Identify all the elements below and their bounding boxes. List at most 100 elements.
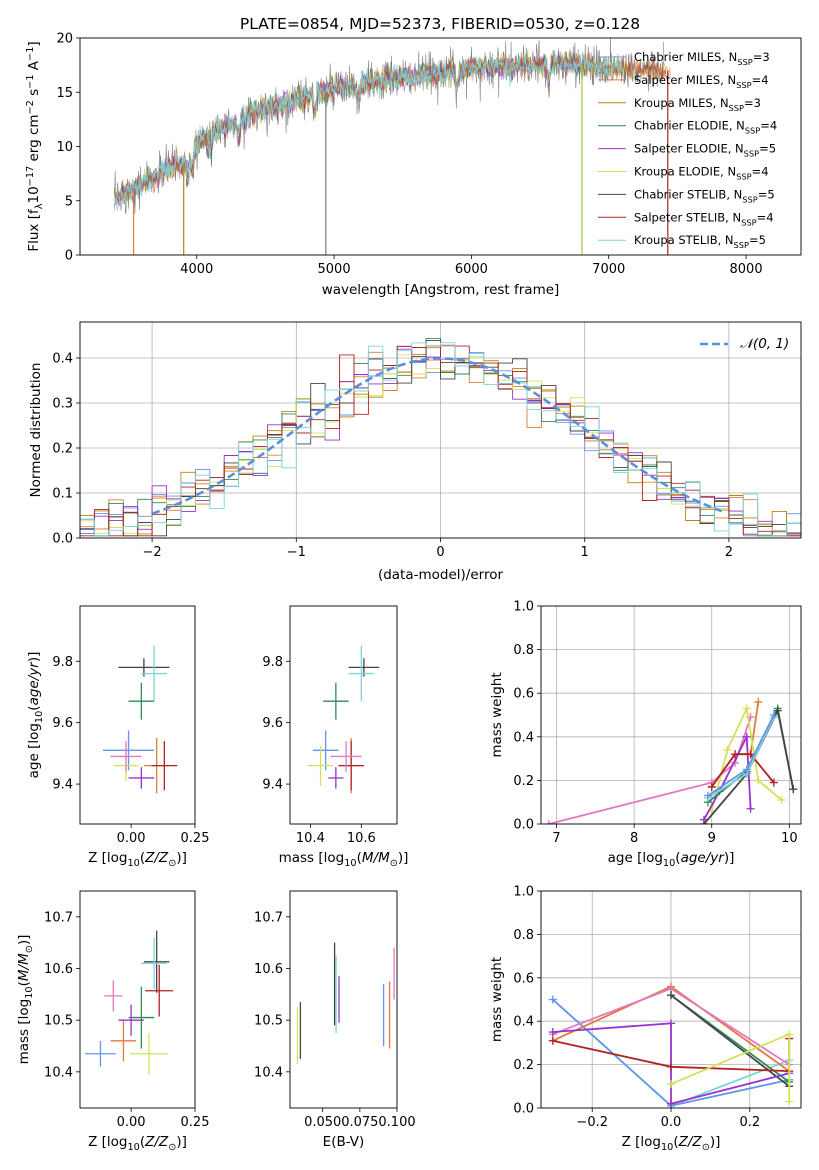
label-part: ( xyxy=(140,1134,145,1150)
mass-age-panel: 10.4 10.6 9.4 9.6 9.8 mass [log10(M/M⊙)] xyxy=(262,605,408,869)
label-part: Kroupa STELIB, N xyxy=(634,233,734,247)
label-part: ( xyxy=(16,981,32,986)
label-part: age [log xyxy=(608,850,663,866)
label-part: Z [log xyxy=(88,850,127,866)
x-tick-label: 0.2 xyxy=(739,1115,760,1130)
legend-entry: Salpeter MILES, NSSP=4 xyxy=(634,73,769,90)
plot-area xyxy=(307,645,380,794)
plot-area xyxy=(541,606,801,824)
x-tick-label: 8 xyxy=(630,831,638,846)
label-part: age/yr xyxy=(681,850,726,866)
legend-entry: Kroupa MILES, NSSP=3 xyxy=(634,96,761,113)
axes-frame xyxy=(289,890,398,1109)
weight-marker xyxy=(707,782,716,791)
weight-marker xyxy=(731,750,740,759)
weight-marker xyxy=(723,745,732,754)
label-part: ⊙ xyxy=(168,1142,176,1153)
y-tick-label: 10.6 xyxy=(254,962,283,977)
legend-entry: Kroupa ELODIE, NSSP=4 xyxy=(634,165,769,182)
label-part: ⊙ xyxy=(168,858,176,869)
x-tick-label: 0.050 xyxy=(304,1115,341,1130)
weight-marker xyxy=(785,1097,794,1106)
model-spectrum-kroupa-stelib xyxy=(113,51,623,211)
label-part: ] xyxy=(26,41,42,46)
label-part: SSP xyxy=(742,194,757,204)
x-tick-label: 7 xyxy=(552,831,560,846)
ticks: −2 −1 0 1 2 0.0 0.1 0.2 0.3 0.4 xyxy=(52,352,733,561)
weight-marker xyxy=(667,1062,675,1071)
y-tick-label: 0.4 xyxy=(52,352,73,367)
label-part: ⊙ xyxy=(24,945,35,953)
axes-frame xyxy=(79,605,196,825)
label-part: M/M xyxy=(16,953,32,981)
label-part: s xyxy=(26,89,42,100)
weight-marker xyxy=(548,995,557,1004)
label-part: =4 xyxy=(752,73,769,87)
x-tick-label: 5000 xyxy=(318,262,351,277)
label-part: Z/Z xyxy=(144,850,169,866)
label-part: A xyxy=(26,60,42,74)
ticks: 0.00 0.25 10.4 10.5 10.6 10.7 xyxy=(44,910,209,1130)
histogram-kroupa-stelib xyxy=(80,342,801,537)
x-tick-label: 1 xyxy=(581,545,589,560)
x-tick-label: 6000 xyxy=(455,262,488,277)
label-part: )] xyxy=(710,1134,721,1150)
x-axis-label: wavelength [Angstrom, rest frame] xyxy=(322,282,560,298)
weight-marker xyxy=(769,778,778,787)
legend-entry: Chabrier STELIB, NSSP=5 xyxy=(634,187,775,204)
label-part: −1 xyxy=(25,47,36,61)
y-tick-label: 0.0 xyxy=(52,532,73,547)
label-part: )] xyxy=(176,1134,187,1150)
weight-marker xyxy=(789,785,798,794)
x-tick-label: 9 xyxy=(708,831,716,846)
axes-frame xyxy=(540,605,802,825)
weight-marker xyxy=(667,1080,675,1089)
x-tick-label: 10.6 xyxy=(347,831,376,846)
weight-line-pink xyxy=(548,716,752,824)
label-part: )] xyxy=(176,850,187,866)
legend-entry: Salpeter STELIB, NSSP=4 xyxy=(634,210,774,227)
x-tick-label: 0.100 xyxy=(378,1115,415,1130)
y-tick-label: 9.6 xyxy=(262,716,283,731)
label-part: Salpeter MILES, N xyxy=(634,73,736,87)
y-axis-label: mass weight xyxy=(489,957,505,1042)
plot-area xyxy=(296,942,395,1065)
label-part: 10 xyxy=(344,858,356,869)
label-part: Chabrier MILES, N xyxy=(634,50,737,64)
x-axis-label: (data-model)/error xyxy=(378,567,504,583)
weight-marker xyxy=(548,1028,557,1037)
label-part: SSP xyxy=(744,149,759,159)
x-axis-label: E(B-V) xyxy=(323,1134,365,1150)
x-tick-label: 0.075 xyxy=(341,1115,378,1130)
label-part: ( xyxy=(675,850,680,866)
x-tick-label: −2 xyxy=(143,545,162,560)
axes-frame xyxy=(79,321,802,539)
y-tick-label: 0.8 xyxy=(513,928,534,943)
legend-entry: Salpeter ELODIE, NSSP=5 xyxy=(634,142,776,159)
legend-entry: Chabrier MILES, NSSP=3 xyxy=(634,50,770,67)
axes-frame xyxy=(540,890,802,1109)
label-part: =4 xyxy=(760,119,777,133)
weight-marker xyxy=(667,1099,675,1108)
label-part: Kroupa ELODIE, N xyxy=(634,165,736,179)
label-part: =5 xyxy=(758,187,775,201)
y-tick-label: 9.8 xyxy=(262,655,283,670)
x-tick-label: 7000 xyxy=(592,262,625,277)
label-part: 10 xyxy=(26,186,42,203)
label-part: ( xyxy=(673,1134,678,1150)
weight-marker xyxy=(742,765,751,774)
figure-title: PLATE=0854, MJD=52373, FIBERID=0530, z=0… xyxy=(240,15,640,33)
ticks: −0.2 0.0 0.2 0.0 0.2 0.4 0.6 0.8 1.0 xyxy=(513,885,760,1131)
weight-marker xyxy=(785,1030,794,1039)
weight-marker xyxy=(754,697,763,706)
weight-marker xyxy=(769,711,778,719)
weight-marker xyxy=(703,791,712,800)
label-part: )] xyxy=(26,652,42,663)
weight-marker xyxy=(773,706,782,715)
x-tick-label: 4000 xyxy=(180,262,213,277)
weight-line-salpeter-miles xyxy=(710,701,760,788)
ticks: 0.050 0.075 0.100 10.4 10.5 10.6 10.7 xyxy=(254,910,416,1130)
label-part: Salpeter ELODIE, N xyxy=(634,142,744,156)
y-tick-label: 10.6 xyxy=(44,962,73,977)
